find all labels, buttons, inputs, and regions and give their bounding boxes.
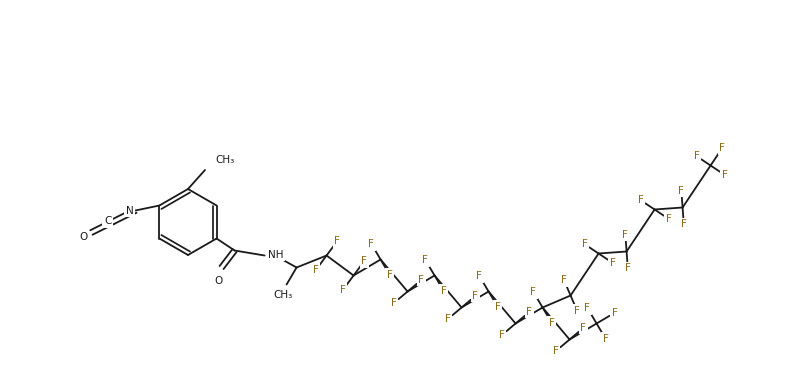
Text: F: F bbox=[549, 318, 554, 328]
Text: F: F bbox=[472, 291, 478, 301]
Text: F: F bbox=[445, 314, 451, 324]
Text: F: F bbox=[495, 302, 501, 312]
Text: F: F bbox=[441, 286, 447, 296]
Text: F: F bbox=[681, 219, 687, 229]
Text: F: F bbox=[334, 236, 341, 246]
Text: F: F bbox=[581, 323, 586, 333]
Text: F: F bbox=[722, 170, 728, 180]
Text: F: F bbox=[313, 265, 319, 275]
Text: F: F bbox=[386, 270, 393, 280]
Text: F: F bbox=[665, 214, 672, 224]
Text: F: F bbox=[361, 256, 367, 266]
Text: F: F bbox=[340, 285, 346, 295]
Text: F: F bbox=[422, 255, 428, 265]
Text: NH: NH bbox=[268, 250, 283, 260]
Text: F: F bbox=[581, 239, 588, 249]
Text: F: F bbox=[625, 263, 630, 273]
Text: F: F bbox=[611, 308, 618, 318]
Text: N: N bbox=[126, 205, 133, 216]
Text: C: C bbox=[104, 216, 112, 226]
Text: F: F bbox=[679, 186, 684, 196]
Text: F: F bbox=[623, 230, 628, 240]
Text: F: F bbox=[719, 143, 725, 153]
Text: F: F bbox=[638, 195, 644, 205]
Text: F: F bbox=[477, 271, 482, 281]
Text: F: F bbox=[603, 334, 609, 344]
Text: F: F bbox=[368, 239, 375, 249]
Text: F: F bbox=[391, 298, 397, 308]
Text: F: F bbox=[531, 287, 536, 297]
Text: O: O bbox=[79, 231, 87, 241]
Text: F: F bbox=[499, 330, 505, 340]
Text: O: O bbox=[215, 276, 223, 286]
Text: F: F bbox=[418, 275, 425, 285]
Text: CH₃: CH₃ bbox=[215, 155, 234, 165]
Text: F: F bbox=[553, 346, 559, 356]
Text: F: F bbox=[527, 307, 532, 317]
Text: F: F bbox=[610, 258, 615, 268]
Text: F: F bbox=[584, 303, 590, 313]
Text: CH₃: CH₃ bbox=[273, 291, 292, 300]
Text: F: F bbox=[694, 151, 699, 161]
Text: F: F bbox=[574, 306, 580, 316]
Text: F: F bbox=[561, 275, 567, 285]
